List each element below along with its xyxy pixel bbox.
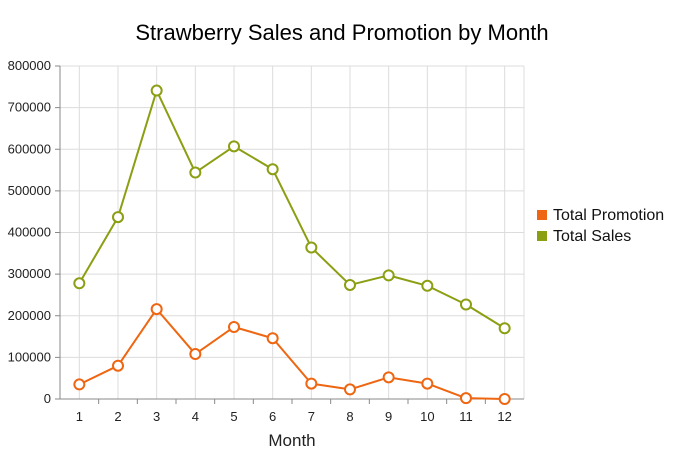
x-tick-label: 5 (230, 409, 237, 424)
data-point (460, 392, 472, 405)
y-tick-label: 0 (44, 391, 51, 406)
x-tick-label: 1 (76, 409, 83, 424)
data-point (112, 211, 124, 224)
series-group (73, 84, 511, 405)
data-point (460, 298, 472, 311)
x-tick-label: 11 (459, 409, 473, 424)
y-tick-label: 400000 (8, 225, 51, 240)
series-line-1 (78, 308, 505, 400)
data-point (112, 359, 124, 372)
y-tick-label: 800000 (8, 58, 51, 73)
y-tick-label: 700000 (8, 100, 51, 115)
series-line-2 (78, 89, 506, 330)
data-point (305, 241, 318, 254)
x-tick-label: 3 (153, 409, 160, 424)
data-point (305, 377, 318, 390)
data-point (344, 278, 356, 291)
data-point (266, 163, 279, 176)
data-point (382, 371, 395, 384)
data-point (498, 322, 511, 335)
x-tick-label: 9 (385, 409, 392, 424)
x-tick-label: 7 (308, 409, 315, 424)
y-tick-label: 100000 (8, 349, 51, 364)
x-tick-label: 6 (269, 409, 276, 424)
x-tick-label: 8 (346, 409, 353, 424)
x-axis-ticks: 1 2 3 4 5 6 7 8 9 10 11 12 (76, 409, 512, 424)
data-point (344, 383, 356, 396)
data-point (266, 332, 279, 345)
legend-label: Total Promotion (553, 207, 664, 224)
data-point (189, 348, 202, 361)
legend-label: Total Sales (553, 228, 631, 245)
y-tick-label: 600000 (8, 141, 51, 156)
data-point (150, 84, 163, 97)
y-tick-label: 200000 (8, 308, 51, 323)
legend: Total Promotion Total Sales (537, 207, 664, 245)
legend-swatch (537, 231, 547, 241)
data-point (150, 303, 163, 316)
y-axis-ticks: 0 100000 200000 300000 400000 500000 600000 700… (8, 58, 51, 406)
data-point (421, 377, 434, 390)
data-point (73, 277, 86, 290)
x-axis-title: Month (268, 431, 315, 450)
y-tick-label: 300000 (8, 266, 51, 281)
data-point (382, 269, 395, 282)
x-tick-label: 2 (114, 409, 121, 424)
x-tick-label: 4 (192, 409, 199, 424)
legend-swatch (537, 210, 547, 220)
axes (55, 65, 524, 404)
data-point (228, 140, 240, 153)
data-point (228, 320, 240, 333)
y-tick-label: 500000 (8, 183, 51, 198)
x-tick-label: 10 (420, 409, 434, 424)
data-point (498, 393, 511, 405)
x-tick-label: 12 (497, 409, 511, 424)
data-point (73, 378, 86, 391)
data-point (189, 166, 202, 179)
chart-title: Strawberry Sales and Promotion by Month (135, 20, 548, 45)
data-point (421, 279, 434, 292)
